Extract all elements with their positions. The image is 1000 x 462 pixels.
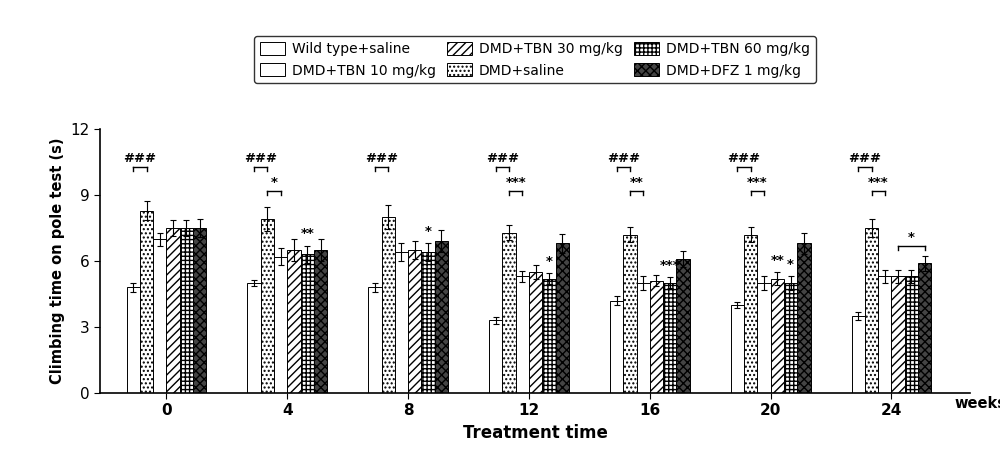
Bar — [757, 283, 771, 393]
Text: *: * — [787, 258, 794, 271]
Bar — [865, 228, 878, 393]
Bar — [287, 250, 301, 393]
Text: ###: ### — [607, 152, 640, 165]
Bar — [382, 217, 395, 393]
Bar — [852, 316, 865, 393]
Text: ###: ### — [486, 152, 519, 165]
Text: ###: ### — [123, 152, 156, 165]
Bar — [676, 259, 690, 393]
Bar — [878, 276, 891, 393]
Bar — [918, 263, 931, 393]
Bar — [247, 283, 261, 393]
Bar — [650, 281, 663, 393]
Bar — [905, 276, 918, 393]
Bar — [408, 250, 421, 393]
Bar — [556, 243, 569, 393]
Bar — [193, 228, 206, 393]
Bar — [542, 279, 556, 393]
Text: ***: *** — [659, 259, 680, 272]
Text: weeks: weeks — [954, 396, 1000, 411]
Bar — [489, 320, 502, 393]
Bar — [771, 279, 784, 393]
Bar — [261, 219, 274, 393]
Bar — [274, 257, 287, 393]
Bar — [784, 283, 797, 393]
Bar — [663, 283, 676, 393]
Bar — [180, 228, 193, 393]
X-axis label: Treatment time: Treatment time — [463, 424, 607, 442]
Bar — [395, 252, 408, 393]
Text: *: * — [425, 225, 432, 238]
Bar — [744, 235, 757, 393]
Bar — [127, 287, 140, 393]
Bar — [623, 235, 637, 393]
Text: *: * — [271, 176, 277, 189]
Bar — [368, 287, 382, 393]
Bar — [435, 241, 448, 393]
Bar — [421, 252, 435, 393]
Bar — [516, 276, 529, 393]
Text: ***: *** — [505, 176, 526, 189]
Text: **: ** — [630, 176, 643, 189]
Bar — [610, 301, 623, 393]
Text: *: * — [908, 231, 915, 244]
Bar — [891, 276, 905, 393]
Legend: Wild type+saline, DMD+TBN 10 mg/kg, DMD+TBN 30 mg/kg, DMD+saline, DMD+TBN 60 mg/: Wild type+saline, DMD+TBN 10 mg/kg, DMD+… — [254, 36, 816, 83]
Text: ###: ### — [848, 152, 881, 165]
Text: ###: ### — [244, 152, 277, 165]
Text: **: ** — [770, 254, 784, 267]
Bar — [637, 283, 650, 393]
Bar — [529, 272, 542, 393]
Text: **: ** — [300, 227, 314, 240]
Text: ###: ### — [728, 152, 761, 165]
Bar — [166, 228, 180, 393]
Y-axis label: Climbing time on pole test (s): Climbing time on pole test (s) — [50, 138, 65, 384]
Bar — [797, 243, 811, 393]
Bar — [153, 239, 166, 393]
Text: ***: *** — [868, 176, 888, 189]
Bar — [314, 250, 327, 393]
Text: ***: *** — [747, 176, 768, 189]
Bar — [140, 211, 153, 393]
Text: *: * — [545, 255, 552, 267]
Text: ###: ### — [365, 152, 398, 165]
Bar — [301, 255, 314, 393]
Bar — [731, 305, 744, 393]
Bar — [502, 232, 516, 393]
